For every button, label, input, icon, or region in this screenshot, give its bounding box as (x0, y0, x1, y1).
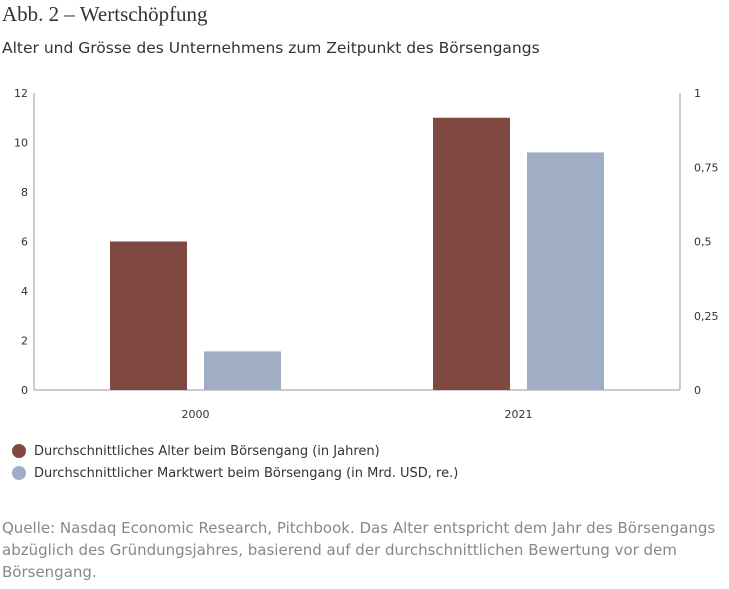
right-tick-label: 0,5 (694, 236, 712, 249)
x-tick-label: 2000 (182, 408, 210, 421)
left-tick-label: 10 (14, 137, 28, 150)
right-tick-label: 0 (694, 384, 701, 397)
bar-age-2000 (110, 241, 187, 390)
bar-market-value-2000 (204, 351, 281, 390)
legend-swatch-market-value (12, 466, 26, 480)
bar-chart: 0 2 4 6 8 10 12 0 0,25 0,5 0,75 1 2000 2021 (14, 87, 719, 421)
right-tick-label: 0,75 (694, 161, 719, 174)
bar-age-2021 (433, 117, 510, 390)
left-tick-label: 8 (21, 186, 28, 199)
figure-title: Abb. 2 – Wertschöpfung (2, 2, 208, 26)
figure-subtitle: Alter und Grösse des Unternehmens zum Ze… (2, 39, 540, 57)
source-note: Quelle: Nasdaq Economic Research, Pitchb… (2, 519, 716, 581)
right-tick-label: 1 (694, 87, 701, 100)
legend-item-market-value: Durchschnittlicher Marktwert beim Börsen… (12, 462, 458, 484)
legend-item-age: Durchschnittliches Alter beim Börsengang… (12, 440, 458, 462)
legend-label-age: Durchschnittliches Alter beim Börsengang… (34, 443, 380, 459)
left-tick-label: 0 (21, 384, 28, 397)
bar-market-value-2021 (527, 152, 604, 390)
right-tick-label: 0,25 (694, 310, 719, 323)
legend-label-market-value: Durchschnittlicher Marktwert beim Börsen… (34, 465, 459, 481)
left-tick-label: 4 (21, 285, 28, 298)
legend-swatch-age (12, 444, 26, 458)
left-tick-label: 2 (21, 335, 28, 348)
x-tick-label: 2021 (505, 408, 533, 421)
left-tick-label: 6 (21, 236, 28, 249)
legend: Durchschnittliches Alter beim Börsengang… (12, 440, 458, 484)
left-tick-label: 12 (14, 87, 28, 100)
